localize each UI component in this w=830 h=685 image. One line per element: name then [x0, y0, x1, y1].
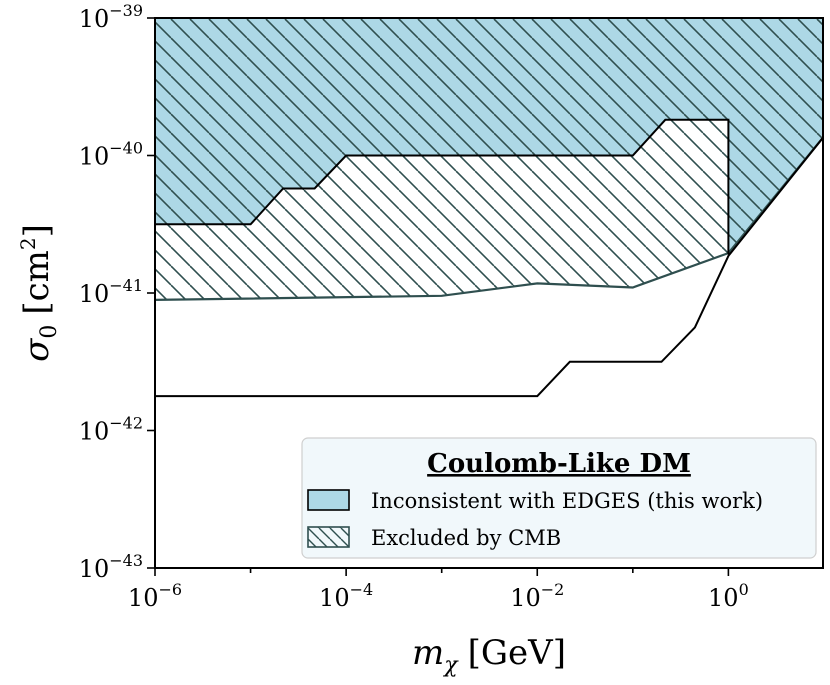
- y-tick-label: 10−43: [79, 551, 143, 583]
- edges-upper-boundary-line: [155, 118, 730, 255]
- edges-lower-boundary-line: [155, 136, 823, 398]
- x-tick-label: 10−6: [128, 580, 182, 612]
- cmb-boundary-line: [155, 136, 823, 301]
- legend-title: Coulomb-Like DM: [427, 449, 691, 479]
- legend: Coulomb-Like DM Inconsistent with EDGES …: [301, 437, 817, 559]
- y-tick-label: 10−39: [79, 1, 143, 33]
- y-axis-ticks: 10−43 10−42 10−41 10−40 10−39: [79, 1, 155, 583]
- y-tick-label: 10−42: [79, 414, 143, 446]
- legend-swatch-edges: [307, 489, 350, 511]
- legend-box: [301, 437, 817, 559]
- legend-swatch-cmb: [307, 526, 350, 548]
- y-tick-label: 10−41: [79, 276, 143, 308]
- cmb-hatch-region: [155, 18, 823, 300]
- legend-label-edges: Inconsistent with EDGES (this work): [371, 489, 763, 513]
- x-tick-label: 100: [708, 580, 749, 612]
- x-axis-ticks: 10−6 10−4 10−2 100: [128, 568, 749, 612]
- x-axis-label: mχ [GeV]: [412, 633, 566, 678]
- y-axis-label: σ0[cm2]: [16, 224, 62, 362]
- x-tick-label: 10−4: [319, 580, 373, 612]
- plot-area: [155, 18, 823, 568]
- x-tick-label: 10−2: [510, 580, 564, 612]
- y-tick-label: 10−40: [79, 139, 143, 171]
- legend-label-cmb: Excluded by CMB: [371, 526, 561, 550]
